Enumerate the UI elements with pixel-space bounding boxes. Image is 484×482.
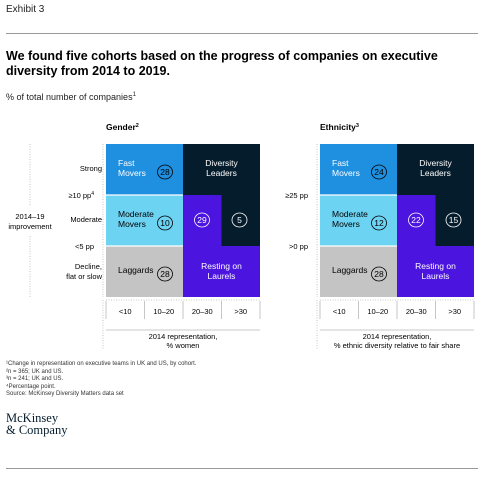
footnote-source: Source: McKinsey Diversity Matters data … [6,391,124,397]
chart-2-label-resting-on-laurels-line-2: Laurels [422,271,450,281]
chart-1-cell-laggards [106,246,183,297]
chart-1-label-diversity-leaders-line-2: Leaders [206,168,237,178]
bottom-divider [6,468,478,469]
footnote-2: ²n = 365; UK and US. [6,368,64,375]
chart-2-label-resting-on-laurels-line-1: Resting on [415,261,456,271]
chart-2-cell-resting-on-laurels [397,195,474,297]
chart-1-x-tick-label-2: 10–20 [153,307,174,316]
chart-1-moderate-movers-badge [157,215,173,231]
chart-1-resting-on-laurels-value: 29 [197,215,207,225]
chart-1-label-moderate-movers-line-2: Movers [118,219,146,229]
chart-1-y-axis-label-line-2: improvement [8,222,52,231]
logo-line-1: McKinsey [6,411,59,425]
chart-1-cell-fast-movers [106,144,183,195]
chart-2-moderate-movers-badge [371,215,387,231]
chart-2-x-tick-label-1: <10 [333,307,346,316]
chart-2-label-laggards: Laggards [332,265,367,275]
chart-2-y-boundary-2: >0 pp [289,242,308,251]
chart-1-cell-resting-on-laurels [183,195,260,297]
chart-2-label-fast-movers-line-1: Fast [332,158,349,168]
footnote-3: ³n = 241; UK and US. [6,376,64,382]
chart-1-cell-moderate-movers [106,195,183,246]
chart-2-label-diversity-leaders-line-1: Diversity [419,158,452,168]
mckinsey-logo: McKinsey & Company [6,411,68,437]
chart-2-fast-movers-value: 24 [374,167,384,177]
chart-1-moderate-movers-value: 10 [160,218,170,228]
chart-1-fast-movers-badge [157,164,173,180]
chart-1-y-boundary-note: 4 [91,191,94,197]
chart-2-label-moderate-movers-line-1: Moderate [332,209,368,219]
chart-2-x-axis-label-line-1: 2014 representation, [363,332,432,341]
chart-1-title: Gender2 [106,122,139,132]
chart-1-y-boundary-2: <5 pp [75,242,94,251]
chart-1-x-tick-label-1: <10 [119,307,132,316]
chart-2-laggards-badge [371,266,387,282]
chart-2-laggards-value: 28 [374,269,384,279]
chart-2-y-boundary-1: ≥25 pp [285,191,308,200]
chart-1-x-tick-label-3: 20–30 [192,307,213,316]
chart-2-resting-on-laurels-value: 22 [411,215,421,225]
chart-1-label-fast-movers-line-2: Movers [118,168,146,178]
chart-2-title: Ethnicity3 [320,122,359,132]
chart-2-label-moderate-movers-line-2: Movers [332,219,360,229]
chart-1-y-axis-label-line-1: 2014–19 [15,212,44,221]
chart-1-fast-movers-value: 28 [160,167,170,177]
chart-2-cell-laggards [320,246,397,297]
chart-1-title-note: 2 [136,123,139,129]
chart-1-y-category-2: Moderate [70,215,102,224]
chart-1-y-category-3-line-2: flat or slow [66,272,102,281]
chart-1-label-diversity-leaders-line-1: Diversity [205,158,238,168]
chart-2-diversity-leaders-badge [445,212,462,228]
footnote-1: ¹Change in representation on executive t… [6,361,197,367]
chart-1-diversity-leaders-value: 5 [237,215,242,225]
footnote-4: ⁴Percentage point. [6,383,56,390]
chart-1-x-tick-label-4: >30 [234,307,247,316]
chart-2-x-tick-label-4: >30 [448,307,461,316]
chart-1-diversity-leaders-badge [231,212,248,228]
logo-line-2: & Company [6,423,68,437]
chart-1-label-resting-on-laurels-line-2: Laurels [208,271,236,281]
chart-title: We found five cohorts based on the progr… [6,49,438,78]
chart-1-resting-on-laurels-badge [194,212,210,228]
chart-1-label-laggards: Laggards [118,265,153,275]
chart-1-label-resting-on-laurels-line-1: Resting on [201,261,242,271]
chart-2-resting-on-laurels-badge [408,212,424,228]
chart-2-label-diversity-leaders-line-2: Leaders [420,168,451,178]
chart-subtitle: % of total number of companies1 [6,92,136,102]
chart-1-x-axis-label-line-2: % women [167,341,200,350]
chart-2-cell-moderate-movers [320,195,397,246]
chart-2-diversity-leaders-value: 15 [449,215,459,225]
chart-2-fast-movers-badge [371,164,387,180]
exhibit-label: Exhibit 3 [6,4,45,15]
chart-1-laggards-value: 28 [160,269,170,279]
chart-1-x-axis-label-line-1: 2014 representation, [149,332,218,341]
chart-2-title-note: 3 [356,123,359,129]
chart-2-x-axis-label-line-2: % ethnic diversity relative to fair shar… [334,341,460,350]
chart-2-label-fast-movers-line-2: Movers [332,168,360,178]
chart-1-label-moderate-movers-line-1: Moderate [118,209,154,219]
chart-1-y-category-3-line-1: Decline, [75,262,102,271]
chart-2-moderate-movers-value: 12 [374,218,384,228]
chart-2-x-tick-label-2: 10–20 [367,307,388,316]
chart-1-label-fast-movers-line-1: Fast [118,158,135,168]
chart-2-cell-fast-movers [320,144,397,195]
chart-1-laggards-badge [157,266,173,282]
chart-1-y-boundary-1: ≥10 pp4 [68,191,94,200]
top-divider [6,33,478,34]
chart-1-y-category-1: Strong [80,164,102,173]
chart-2-x-tick-label-3: 20–30 [406,307,427,316]
